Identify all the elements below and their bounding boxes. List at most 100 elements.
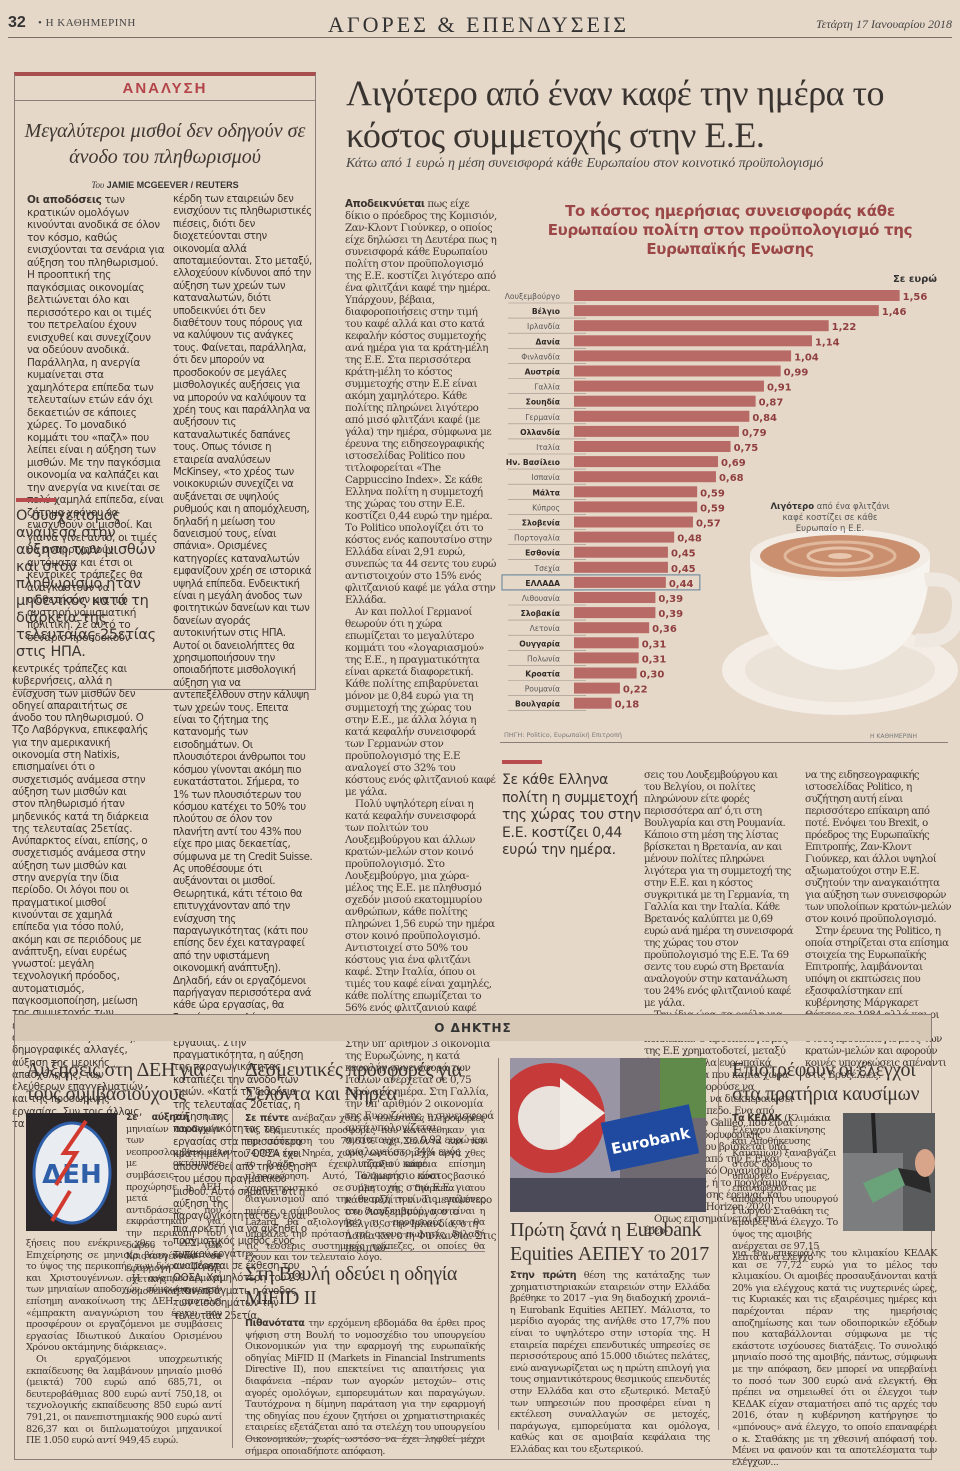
pull-quote-accent-bar xyxy=(502,760,542,764)
pull-quote-accent-bar xyxy=(16,498,56,502)
bar-value-label: 0,22 xyxy=(623,685,648,696)
deh-logo-icon: ΔΕΗ xyxy=(26,1113,117,1231)
bar xyxy=(574,667,637,679)
bar-label: Βουλγαρία xyxy=(515,700,560,709)
bar-label: Λιθουανία xyxy=(522,594,560,603)
bar-value-label: 0,39 xyxy=(658,594,683,605)
bar-label: Γαλλία xyxy=(534,383,560,392)
bar-label: Αυστρία xyxy=(525,368,560,377)
bar-label: Σλοβενία xyxy=(522,519,560,528)
bar-label: Δανία xyxy=(536,337,560,346)
bar xyxy=(574,335,812,347)
bar xyxy=(574,425,739,437)
bar-value-label: 0,59 xyxy=(700,488,725,499)
bar-value-label: 0,79 xyxy=(742,428,767,439)
analysis-label: ΑΝΑΛΥΣΗ xyxy=(122,80,208,97)
fuel-nozzle-icon xyxy=(843,1113,935,1231)
bar-label: Ουγγαρία xyxy=(519,639,560,648)
bar xyxy=(574,697,612,709)
analysis-headline: Μεγαλύτεροι μισθοί δεν οδηγούν σε άνοδο … xyxy=(24,120,306,168)
news-headline-mifid: Στη Βουλή οδεύει η οδηγία MiFID II xyxy=(245,1263,458,1309)
bar xyxy=(574,531,675,543)
bar-value-label: 0,48 xyxy=(677,534,702,545)
divider xyxy=(232,1058,233,1448)
bar-chart: Λουξεμβούργο 1,56 Βέλγιο 1,46 Ιρλανδία 1,22 Δα… xyxy=(500,196,945,746)
bar xyxy=(574,365,781,377)
bar xyxy=(574,486,698,498)
bar xyxy=(574,290,900,301)
divider xyxy=(245,1251,485,1252)
bar-value-label: 0,68 xyxy=(719,473,744,484)
bar-label: Εσθονία xyxy=(525,549,560,558)
bar-label: Μάλτα xyxy=(532,488,560,497)
bar xyxy=(574,622,650,634)
deh-logo-image: ΔΕΗ xyxy=(26,1113,117,1231)
bar xyxy=(574,546,668,558)
news-body-deh: Σε αύξηση των μηνιαίων αποδοχών των νεοπ… xyxy=(126,1112,233,1297)
bar-value-label: 0,39 xyxy=(658,609,683,620)
bar-label: ΕΛΛΑΔΑ xyxy=(525,579,560,588)
pull-quote: Ο συσχετισμός ανάμεσα στην αύξηση των μι… xyxy=(16,508,156,660)
divider xyxy=(15,100,315,101)
bar-label: Σλοβακία xyxy=(521,609,560,618)
bar xyxy=(574,320,829,332)
pull-quote-greece: Σε κάθε Ελληνα πολίτη η συμμετοχή της χώ… xyxy=(502,772,641,858)
bar-value-label: 0,31 xyxy=(642,654,667,665)
divider xyxy=(500,742,948,743)
chart-title: Το κόστος ημερήσιας συνεισφοράς κάθε Ευρ… xyxy=(547,202,913,258)
coffee-cup-icon xyxy=(722,529,960,715)
bar-label: Τσεχία xyxy=(533,564,560,573)
news-headline-eurobank: Πρώτη ξανά η Eurobank Equities ΑΕΠΕΥ το … xyxy=(510,1219,710,1265)
bar-value-label: 0,87 xyxy=(759,398,784,409)
bar xyxy=(574,456,719,468)
masthead: 32 • Η ΚΑΘΗΜΕΡΙΝΗ ΑΓΟΡΕΣ & ΕΠΕΝΔΥΣΕΙΣ Τε… xyxy=(8,0,952,38)
bar-label: Κροατία xyxy=(525,670,560,679)
section-band xyxy=(15,1015,931,1041)
bar-value-label: 1,46 xyxy=(882,307,907,318)
bar-value-label: 0,99 xyxy=(784,368,809,379)
bar-label: Ιρλανδία xyxy=(527,322,560,331)
news-headline-deh: Αυξήσεις στη ΔΕΗ για τους συμβασιούχους xyxy=(26,1059,204,1105)
analysis-column-1: Οι αποδόσεις των κρατικών ομολόγων κινού… xyxy=(27,194,165,644)
bar xyxy=(574,516,693,528)
bar-label: Πολωνία xyxy=(527,654,560,663)
issue-date: Τετάρτη 17 Ιανουαρίου 2018 xyxy=(816,17,952,31)
bar xyxy=(574,410,750,422)
bar-label: Λουξεμβούργο xyxy=(505,292,561,301)
bar-value-label: 0,69 xyxy=(721,458,746,469)
news-body-mifid: Πιθανότατα την ερχόμενη εβδομάδα θα έρθε… xyxy=(245,1318,486,1457)
fuel-pump-photo xyxy=(843,1113,935,1231)
section-title: ΑΓΟΡΕΣ & ΕΠΕΝΔΥΣΕΙΣ xyxy=(328,12,630,37)
main-deck: Κάτω από 1 ευρώ η μέση συνεισφορά κάθε Ε… xyxy=(346,156,824,171)
bar-value-label: 0,59 xyxy=(700,503,725,514)
news-body-eurobank: Στην πρώτη θέση της κατάταξης των χρηματ… xyxy=(510,1270,710,1455)
chart-source: ΠΗΓΗ: Politico, Ευρωπαϊκή Επιτροπή xyxy=(504,731,622,739)
bar-label: Ρουμανία xyxy=(525,685,560,694)
bar xyxy=(574,471,716,483)
news-body-kedak-continued: για τον επικεφαλής του κλιμακίου ΚΕΔΑΚ κ… xyxy=(732,1248,937,1468)
bar-value-label: 0,84 xyxy=(752,413,777,424)
deiktis-section: Ο ΔΗΚΤΗΣ xyxy=(14,1014,932,1460)
bar-value-label: 0,36 xyxy=(652,624,677,635)
bar xyxy=(574,395,756,407)
bar xyxy=(574,380,764,392)
bar-label: Πορτογαλία xyxy=(514,534,560,543)
bar-value-label: 0,45 xyxy=(671,549,696,560)
bar-value-label: 1,04 xyxy=(794,352,819,363)
bar-label: Λετονία xyxy=(530,624,560,633)
divider xyxy=(718,1058,719,1430)
bar-label: Σουηδία xyxy=(526,398,560,407)
bar-label: Ην. Βασίλειο xyxy=(506,458,560,467)
analysis-column-2: κέρδη των εταιρειών δεν ενισχύουν τις πλ… xyxy=(173,194,313,1322)
section-label: Ο ΔΗΚΤΗΣ xyxy=(434,1021,512,1035)
bar xyxy=(574,592,656,603)
page-number: 32 xyxy=(8,14,26,31)
eurobank-photo: Eurobank xyxy=(510,1058,706,1212)
bar xyxy=(574,652,639,664)
eurobank-sign-icon: Eurobank xyxy=(510,1058,706,1212)
newspaper-name: • Η ΚΑΘΗΜΕΡΙΝΗ xyxy=(38,17,136,29)
bar-value-label: 1,22 xyxy=(832,322,857,333)
bar-label: Φινλανδία xyxy=(521,352,560,361)
main-article-column-1: Αποδεικνύεται πως είχε δίκιο ο πρόεδρος … xyxy=(345,198,497,1254)
bar xyxy=(574,576,666,588)
